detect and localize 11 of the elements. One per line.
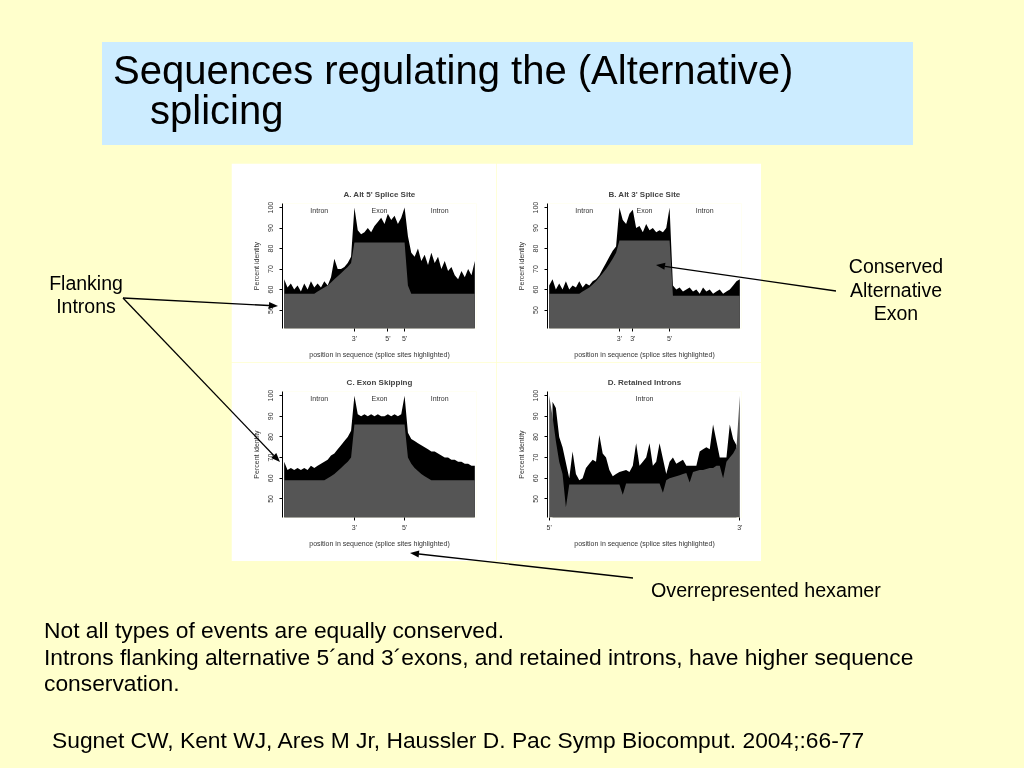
chart-title: C. Exon Skipping [346, 377, 413, 387]
text: Introns flanking alternative 5´and 3´exons, and retained introns, have higher sequence conservation. [44, 643, 915, 697]
text: Sugnet CW, Kent WJ, Ares M Jr, Haussler D. Pac Symp Biocomput. 2004;:66-77 [52, 727, 865, 754]
text: Not all types of events are equally conserved. [44, 617, 504, 644]
text: Flanking Introns [48, 272, 124, 318]
chart-title: A. Alt 5' Splice Site [343, 189, 416, 199]
text: Sequences regulating the (Alternative) splicing [112, 47, 795, 132]
chart-title: D. Retained Introns [607, 377, 682, 387]
text: Conserved Alternative Exon [847, 255, 945, 326]
text: Overrepresented hexamer [651, 578, 881, 602]
chart-title: B. Alt 3' Splice Site [608, 189, 681, 199]
